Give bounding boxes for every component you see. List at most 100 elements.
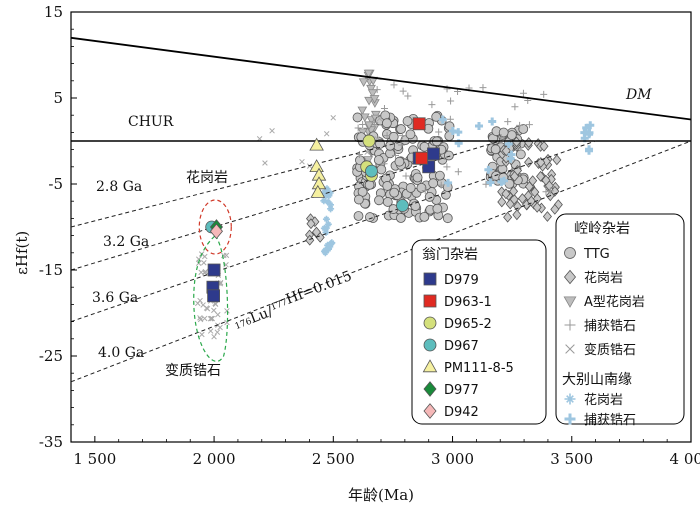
captured-zircon-mark <box>373 86 381 94</box>
metamorphic-zircon-mark <box>217 324 223 331</box>
sample-point-d965-2 <box>362 134 376 148</box>
crust-line-label-3.6: 3.6 Ga <box>92 290 138 306</box>
metamorphic-zircon-mark <box>196 256 202 262</box>
kongling-granite-mark <box>542 211 552 222</box>
legend-label-d967: D967 <box>444 339 479 354</box>
captured-zircon-mark <box>404 92 412 100</box>
ttg-mark <box>428 178 439 189</box>
captured-zircon-mark <box>380 160 388 168</box>
captured-zircon-mark <box>479 84 487 92</box>
sample-point-d979 <box>427 147 440 161</box>
kongling-granite-mark <box>497 186 507 198</box>
crust-line-label-3.2: 3.2 Ga <box>103 234 149 250</box>
ttg-mark <box>518 124 529 134</box>
legend-label-d979: D979 <box>444 273 479 288</box>
a-type-granite-mark <box>363 156 374 165</box>
ttg-mark <box>382 181 393 191</box>
captured-zircon-mark <box>398 132 406 140</box>
a-type-granite-mark <box>359 113 370 123</box>
kongling-granite-mark <box>539 140 549 152</box>
legend-marker-d942 <box>423 403 437 419</box>
ttg-mark <box>405 183 416 193</box>
captured-zircon-mark <box>519 89 527 97</box>
a-type-granite-mark <box>364 121 374 131</box>
captured-zircon-mark <box>542 188 550 196</box>
sample-point-d979 <box>207 263 221 277</box>
legend-kongling-box <box>555 213 685 425</box>
granite-annotation: 花岗岩 <box>186 170 228 186</box>
metamorphic-zircon-mark <box>364 149 370 155</box>
ttg-mark <box>431 111 442 122</box>
kongling-granite-mark <box>550 203 560 215</box>
metamorphic-zircon-mark <box>201 315 208 322</box>
legend-label-dabie-1: 捕获锆石 <box>584 412 636 428</box>
axes: 1 500 2 000 2 500 3 000 3 500 4 000 15 5 -5 -15 -2… <box>13 3 700 504</box>
kongling-granite-mark <box>512 136 522 148</box>
legend-label-dabie-0: 花岗岩 <box>584 392 623 408</box>
crust-evolution-line <box>71 140 405 228</box>
captured-zircon-mark <box>421 187 429 195</box>
dabie-granite-mark <box>327 239 335 247</box>
kongling-granite-mark <box>306 218 316 230</box>
ttg-mark <box>432 203 443 214</box>
legend-marker-d977 <box>423 381 437 397</box>
dabie-captured-zircon-mark <box>497 177 506 186</box>
x-tick-label: 1 500 <box>73 450 116 468</box>
ttg-mark <box>419 211 430 222</box>
legend-marker-kongling-4 <box>565 344 575 354</box>
x-tick-label: 3 500 <box>550 450 593 468</box>
legend-wengmen-box <box>411 239 547 425</box>
kongling-granite-mark <box>552 154 562 166</box>
metamorphic-zircon-mark <box>376 115 383 122</box>
x-tick-label: 3 000 <box>431 450 474 468</box>
kongling-granite-mark <box>512 209 522 221</box>
metamorphic-zircon-mark <box>202 253 208 260</box>
metamorphic-zircon-mark <box>323 131 330 137</box>
captured-zircon-mark <box>402 172 410 180</box>
kongling-granite-mark <box>528 175 538 187</box>
metamorphic-zircon-mark <box>209 315 215 322</box>
dabie-granite-mark <box>322 215 330 223</box>
y-tick-label: 5 <box>53 89 63 107</box>
legend-label-d942: D942 <box>444 405 479 420</box>
metamorphic-zircon-mark <box>197 315 203 321</box>
dabie-granite-mark <box>321 188 329 196</box>
legend-dabie-subtitle: 大别山南缘 <box>562 372 632 388</box>
ttg-mark <box>442 213 453 224</box>
ttg-mark <box>412 172 423 183</box>
kongling-granite-mark <box>524 156 534 168</box>
x-tick-label: 4 000 <box>670 450 700 468</box>
metamorphic-zircon-annotation: 变质锆石 <box>165 363 221 379</box>
ttg-mark <box>353 211 364 221</box>
dabie-captured-zircon-mark <box>507 150 516 159</box>
ttg-mark <box>396 124 406 134</box>
ttg-mark <box>374 195 384 206</box>
x-tick-label: 2 000 <box>193 450 236 468</box>
captured-zircon-mark <box>383 132 391 140</box>
kongling-granite-mark <box>497 196 507 208</box>
metamorphic-zircon-mark <box>199 331 205 338</box>
captured-zircon-mark <box>546 187 554 195</box>
ttg-mark <box>365 212 375 222</box>
legend-label-d977: D977 <box>444 383 479 398</box>
legend-label-kongling-0: TTG <box>583 247 610 262</box>
legend-marker-d967 <box>423 338 437 352</box>
y-tick-label: -35 <box>39 433 63 451</box>
metamorphic-zircon-mark <box>211 307 217 314</box>
captured-zircon-mark <box>359 121 367 129</box>
metamorphic-zircon-mark <box>212 301 219 308</box>
captured-zircon-mark <box>446 115 454 123</box>
sample-point-d942 <box>209 223 223 240</box>
ttg-mark <box>381 118 392 129</box>
captured-zircon-mark <box>482 180 490 188</box>
a-type-granite-mark <box>369 95 380 104</box>
kongling-granite-mark <box>503 211 513 223</box>
dabie-captured-zircon-mark <box>488 117 497 126</box>
legend-label-pm111-8-5: PM111-8-5 <box>444 361 514 376</box>
legend-label-kongling-2: A型花岗岩 <box>584 294 645 310</box>
ttg-mark <box>443 150 454 161</box>
legend-label-kongling-1: 花岗岩 <box>584 270 623 286</box>
metamorphic-zircon-mark <box>221 252 227 259</box>
metamorphic-zircon-field-outline <box>193 234 229 362</box>
